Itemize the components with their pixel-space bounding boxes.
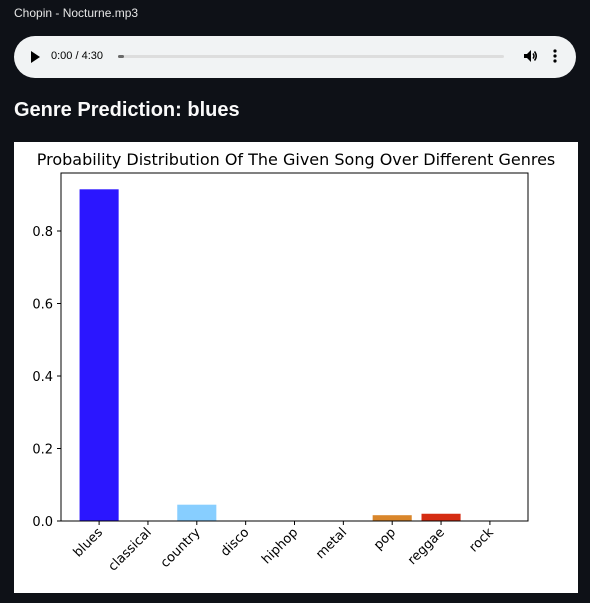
y-tick-label: 0.8 bbox=[32, 225, 53, 240]
audio-file-name: Chopin - Nocturne.mp3 bbox=[14, 6, 139, 20]
genre-bar-chart: Probability Distribution Of The Given So… bbox=[32, 150, 556, 574]
audio-time-display: 0:00 / 4:30 bbox=[51, 50, 103, 62]
x-tick-label-blues: blues bbox=[71, 525, 106, 560]
bar-reggae bbox=[421, 513, 461, 521]
audio-progress-slider[interactable] bbox=[118, 55, 504, 58]
audio-progress-fill bbox=[118, 55, 124, 58]
plot-frame bbox=[60, 172, 529, 522]
x-tick-label-pop: pop bbox=[371, 525, 399, 553]
y-axis: 0.0 0.2 0.4 0.6 0.8 bbox=[32, 225, 61, 530]
bars-layer bbox=[79, 189, 461, 521]
bar-country bbox=[177, 504, 217, 521]
x-tick-label-country: country bbox=[158, 525, 204, 571]
x-tick-label-metal: metal bbox=[313, 525, 350, 562]
more-vertical-icon[interactable] bbox=[548, 48, 562, 64]
genre-prediction-heading: Genre Prediction: blues bbox=[14, 99, 240, 121]
x-tick-label-disco: disco bbox=[218, 525, 252, 559]
play-icon[interactable] bbox=[31, 51, 40, 63]
bar-pop bbox=[372, 515, 412, 521]
volume-icon[interactable] bbox=[522, 48, 538, 64]
chart-title: Probability Distribution Of The Given So… bbox=[37, 150, 556, 169]
x-tick-label-reggae: reggae bbox=[405, 525, 448, 568]
y-tick-label: 0.0 bbox=[32, 515, 53, 530]
x-tick-label-hiphop: hiphop bbox=[259, 525, 301, 567]
x-tick-label-classical: classical bbox=[106, 525, 155, 574]
x-axis: blues classical country disco hiphop metal pop… bbox=[71, 521, 497, 574]
bar-blues bbox=[79, 189, 119, 521]
audio-player[interactable]: 0:00 / 4:30 bbox=[14, 36, 576, 78]
y-tick-label: 0.4 bbox=[32, 370, 53, 385]
y-tick-label: 0.6 bbox=[32, 298, 53, 313]
genre-chart: Probability Distribution Of The Given So… bbox=[14, 142, 578, 593]
x-tick-label-rock: rock bbox=[467, 525, 498, 556]
y-tick-label: 0.2 bbox=[32, 443, 53, 458]
